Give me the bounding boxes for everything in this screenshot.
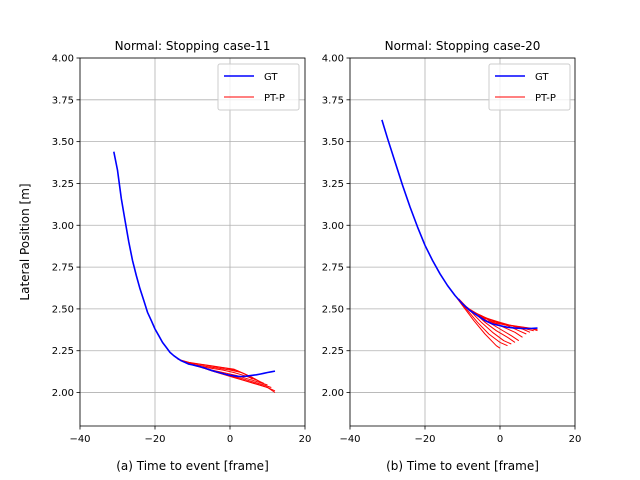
y-tick-label: 2.00 [322,388,344,399]
x-tick-label: −40 [69,434,90,445]
ptp-trajectory-line [450,290,501,349]
y-tick-label: 3.75 [52,95,74,106]
x-tick-label: −40 [339,434,360,445]
plot-data [113,151,276,393]
axis-ticks: −40 −20 0 20 2.00 2.25 2.50 2.75 3.00 3.25 3.50 3.7… [52,54,312,446]
x-axis-label: (b) Time to event [frame] [386,459,539,473]
y-tick-label: 2.25 [52,346,74,357]
legend-box [488,63,571,111]
x-axis-label: (a) Time to event [frame] [116,459,269,473]
grid-lines [79,57,306,426]
y-tick-label: 2.50 [52,304,74,315]
y-tick-label: 4.00 [52,54,74,65]
y-tick-label: 3.25 [52,179,74,190]
x-tick-label: −20 [414,434,435,445]
y-tick-label: 2.25 [322,346,344,357]
y-tick-label: 3.50 [52,137,74,148]
plot-data [381,119,538,349]
y-tick-label: 3.50 [322,137,344,148]
y-tick-label: 2.75 [52,263,74,274]
y-tick-label: 4.00 [322,54,344,65]
ptp-trajectory-line [184,361,261,383]
gt-series-line [113,151,276,378]
x-tick-label: −20 [144,434,165,445]
x-tick-label: 0 [227,434,233,445]
chart-title: Normal: Stopping case-11 [115,39,271,53]
y-tick-label: 3.25 [322,179,344,190]
axes-frame [349,57,576,427]
shared-y-axis-label: Lateral Position [m] [18,183,32,300]
x-tick-label: 20 [569,434,582,445]
chart-title: Normal: Stopping case-20 [385,39,541,53]
legend: GT PT-P [217,63,300,111]
legend-box [217,63,300,111]
legend: GT PT-P [488,63,571,111]
chart-panel-b: −40 −20 0 20 2.00 2.25 2.50 2.75 3.00 3.25 3.50 3.7… [322,39,582,473]
legend-label-gt: GT [535,72,549,83]
x-tick-label: 20 [299,434,312,445]
axis-ticks: −40 −20 0 20 2.00 2.25 2.50 2.75 3.00 3.25 3.50 3.7… [322,54,582,446]
y-tick-label: 3.00 [52,221,74,232]
legend-label-gt: GT [264,72,278,83]
legend-label-ptp: PT-P [264,93,285,104]
legend-label-ptp: PT-P [535,93,556,104]
gt-series-line [381,119,538,330]
y-tick-label: 2.75 [322,263,344,274]
chart-panel-a: −40 −20 0 20 2.00 2.25 2.50 2.75 3.00 3.25 3.50 3.7… [52,39,312,473]
y-tick-label: 2.50 [322,304,344,315]
y-tick-label: 3.00 [322,221,344,232]
x-tick-label: 0 [497,434,503,445]
axes-frame [79,57,306,427]
ptp-trajectory-line [488,321,538,331]
y-tick-label: 2.00 [52,388,74,399]
y-tick-label: 3.75 [322,95,344,106]
